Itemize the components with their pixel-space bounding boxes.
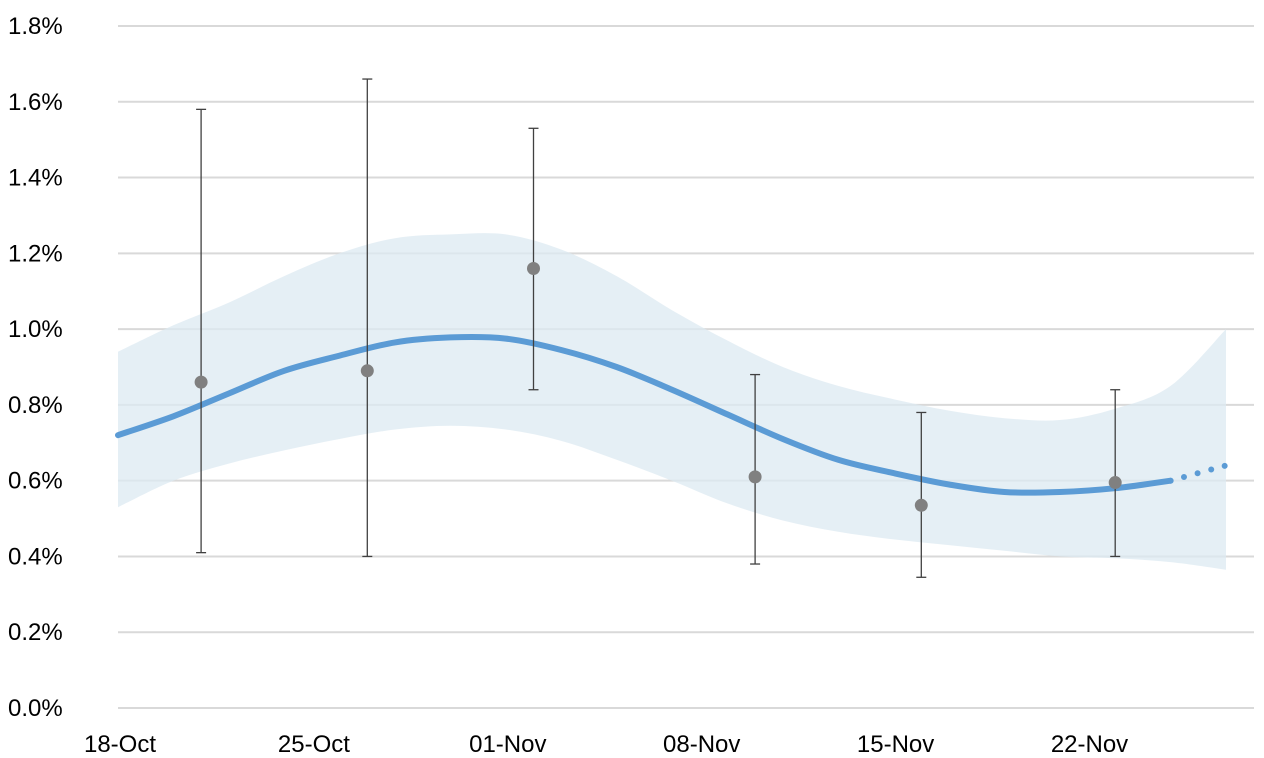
x-tick-label: 08-Nov (663, 731, 740, 758)
y-tick-label: 1.2% (8, 240, 63, 267)
credible-interval-area (118, 233, 1226, 570)
x-tick-label: 01-Nov (469, 731, 546, 758)
trend-projection-dotted (1167, 462, 1229, 484)
estimate-point (527, 261, 540, 275)
estimate-point (914, 498, 928, 512)
y-tick-label: 1.8% (8, 13, 63, 40)
trend-line-group (115, 333, 1229, 496)
y-tick-label: 0.8% (8, 392, 63, 419)
y-tick-label: 0.2% (8, 619, 63, 646)
estimate-points (194, 261, 1122, 512)
estimate-point (1108, 476, 1122, 490)
x-tick-label: 22-Nov (1051, 731, 1128, 758)
y-axis-tick-labels: 0.0% 0.2% 0.4% 0.6% 0.8% 1.0% 1.2% 1.4% 1.6% 1.8% (8, 13, 63, 722)
y-tick-label: 1.4% (8, 165, 63, 192)
trend-line (115, 333, 1174, 496)
x-tick-label: 15-Nov (857, 731, 934, 758)
x-axis-tick-labels: 18-Oct 25-Oct 01-Nov 08-Nov 15-Nov 22-Nov (84, 731, 1128, 758)
estimate-point (194, 375, 208, 389)
x-tick-label: 18-Oct (84, 731, 156, 758)
error-bars (196, 78, 1121, 578)
y-tick-label: 0.6% (8, 468, 63, 495)
y-tick-label: 1.6% (8, 89, 63, 116)
credible-interval-band (118, 233, 1226, 570)
estimate-point (360, 364, 374, 378)
x-tick-label: 25-Oct (278, 731, 350, 758)
estimate-point (748, 470, 762, 484)
y-tick-label: 0.0% (8, 695, 63, 722)
y-tick-label: 1.0% (8, 316, 63, 343)
y-tick-label: 0.4% (8, 543, 63, 570)
